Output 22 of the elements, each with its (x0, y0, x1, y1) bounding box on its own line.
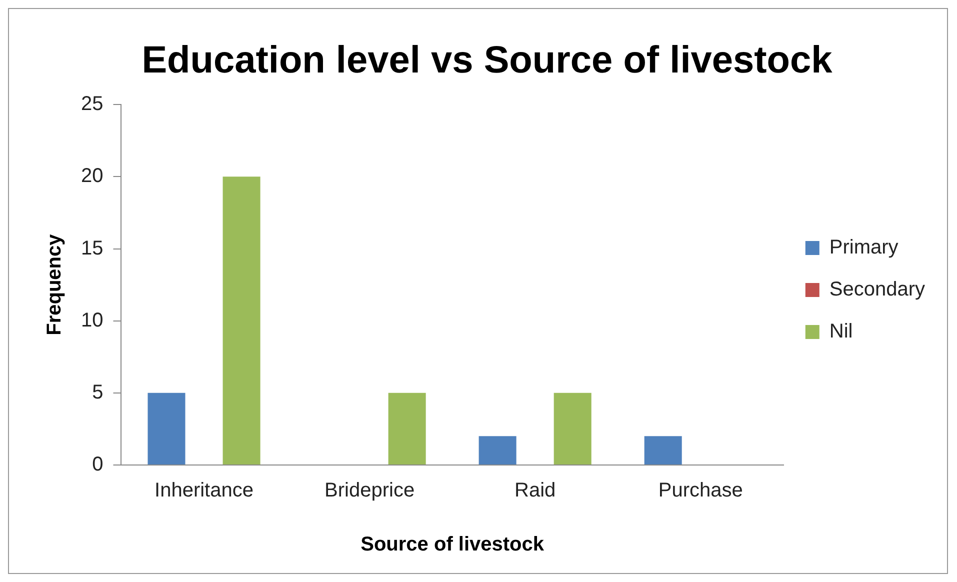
bar (644, 436, 682, 464)
legend-label: Primary (829, 236, 898, 259)
bar (554, 392, 592, 464)
y-axis-title: Frequency (44, 233, 66, 336)
x-tick-label: Purchase (658, 480, 743, 502)
legend-label: Nil (829, 320, 853, 343)
y-tick-label: 0 (92, 454, 104, 476)
y-tick-label: 5 (92, 381, 104, 404)
bar (388, 392, 426, 464)
bar (478, 436, 516, 464)
y-tick-label: 15 (80, 237, 104, 260)
y-tick-label: 20 (80, 165, 104, 188)
x-tick-label: Brideprice (324, 480, 415, 502)
bar (222, 176, 260, 464)
bar (148, 392, 186, 464)
y-tick-label: 10 (80, 309, 104, 332)
x-tick-label: Inheritance (154, 480, 254, 502)
chart-title: Education level vs Source of livestock (142, 39, 834, 82)
x-axis-title: Source of livestock (360, 534, 545, 556)
legend-label: Secondary (829, 278, 926, 301)
x-tick-label: Raid (514, 480, 556, 502)
y-tick-label: 25 (80, 93, 104, 116)
